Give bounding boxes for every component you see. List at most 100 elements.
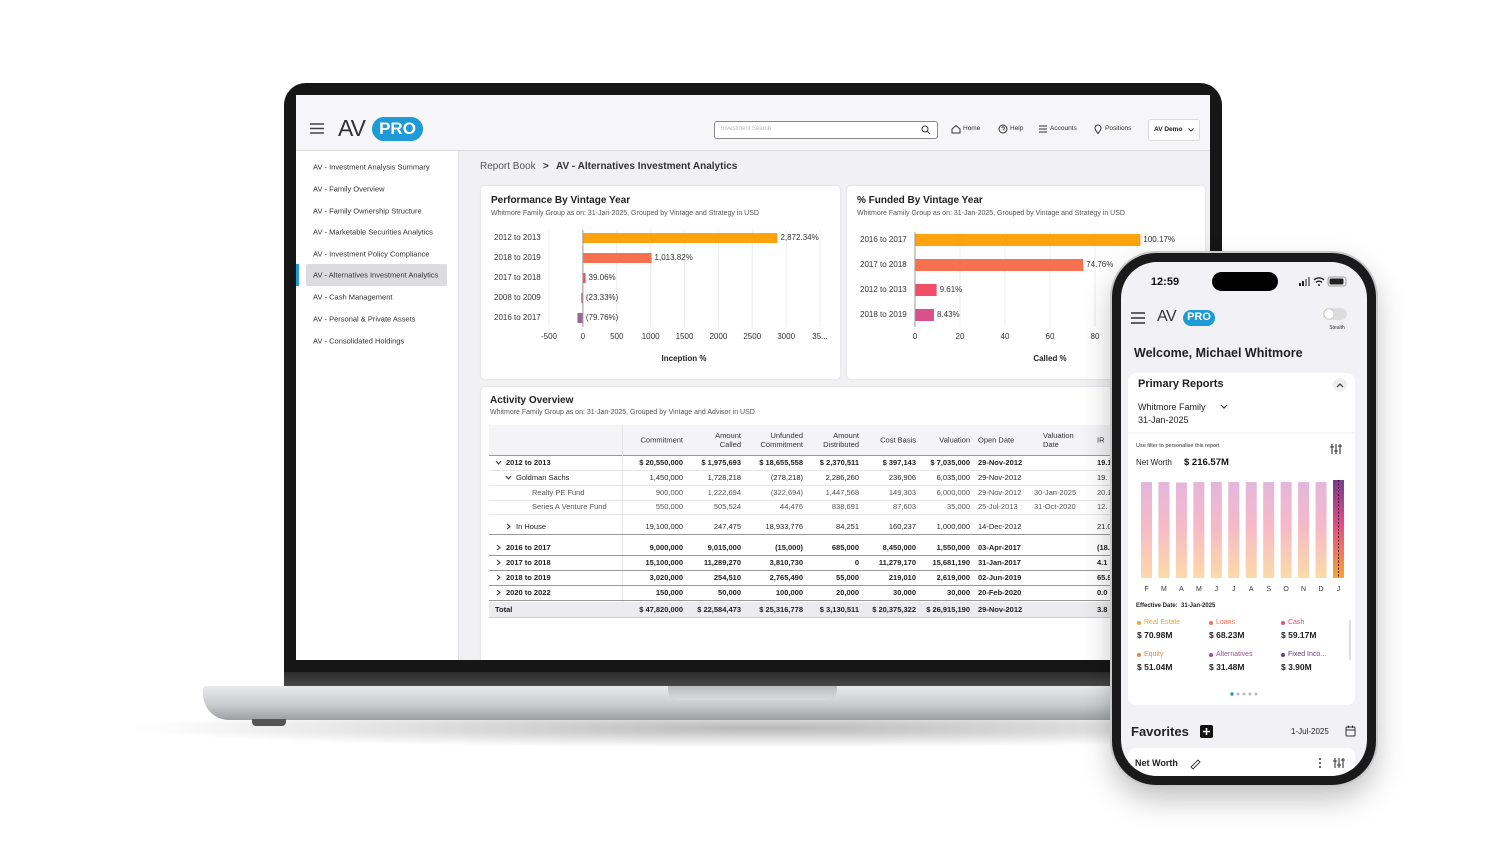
clock: 12:59 [1150, 276, 1180, 288]
sidebar-item[interactable]: AV - Personal & Private Assets [313, 314, 416, 324]
table-title: Activity Overview [490, 395, 574, 406]
table-card: Activity Overview Whitmore Family Group a… [481, 387, 1205, 660]
table-row[interactable]: 2016 to 2017 9,000,000 9,015,000 (15,000) 68… [489, 540, 1205, 556]
table-row[interactable]: 2012 to 2013 $ 20,550,000 $ 1,975,693 $ 18,… [489, 455, 1205, 471]
table-cell: (322,694) [770, 487, 803, 497]
table-row[interactable]: Goldman Sachs 1,450,000 1,728,218 (278,218)… [489, 470, 1205, 486]
chevron-right[interactable] [495, 574, 502, 581]
table-row[interactable]: 2017 to 2018 15,100,000 11,289,270 3,810,73… [489, 555, 1205, 571]
column-header[interactable]: Cost Basis [880, 435, 916, 445]
collapse-button[interactable] [1333, 378, 1347, 392]
column-header[interactable]: Amount Distributed [823, 431, 859, 449]
laptop-hinge [284, 672, 1222, 687]
chevron-right[interactable] [495, 559, 502, 566]
bar[interactable] [1263, 482, 1275, 578]
bar[interactable] [1210, 482, 1222, 578]
bar[interactable] [1175, 482, 1187, 578]
category-label: 2012 to 2013 [494, 233, 541, 242]
table-cell: 2,765,490 [769, 572, 803, 582]
chevron-right[interactable] [505, 523, 512, 530]
chevron-down[interactable] [1220, 404, 1228, 409]
bar[interactable] [1228, 482, 1240, 578]
legend-item[interactable]: Cash $ 59.17M [1281, 619, 1349, 645]
table-cell: $ 26,915,190 [926, 604, 970, 614]
bar[interactable] [1141, 482, 1152, 578]
legend-item[interactable]: Alternatives $ 31.48M [1209, 651, 1277, 677]
breadcrumb-current: AV - Alternatives Investment Analytics [556, 161, 738, 172]
column-header[interactable]: Open Date [978, 435, 1015, 445]
favorite-item[interactable]: Net Worth [1135, 758, 1178, 768]
pager[interactable] [1230, 692, 1258, 696]
chevron-right[interactable] [495, 544, 502, 551]
bar[interactable] [1315, 482, 1327, 578]
table-cell: 44,476 [780, 501, 803, 511]
sidebar-item[interactable]: AV - Family Ownership Structure [313, 206, 422, 216]
table-cell: 236,906 [888, 472, 916, 482]
sidebar-item[interactable]: AV - Family Overview [313, 184, 385, 194]
breadcrumb-parent[interactable]: Report Book [480, 161, 536, 172]
sidebar-item[interactable]: AV - Investment Policy Compliance [313, 249, 430, 259]
value-label: 2,872.34% [780, 233, 818, 242]
account-button[interactable]: AV Demo [1148, 119, 1200, 141]
table-row[interactable]: In House 19,100,000 247,475 18,933,776 84,25… [489, 519, 1205, 535]
month-label: J [1232, 586, 1236, 593]
calendar-icon[interactable] [1345, 725, 1356, 737]
table-cell: $ 3,130,511 [819, 604, 859, 614]
table-cell: 29-Nov-2012 [978, 487, 1022, 497]
bar[interactable] [1193, 482, 1205, 578]
table-cell: 30-Jan-2025 [1034, 487, 1077, 497]
metric-value: $ 216.57M [1184, 457, 1229, 468]
favorites-date[interactable]: 1-Jul-2025 [1291, 727, 1329, 736]
column-header[interactable]: Unfunded Commitment [760, 431, 803, 449]
search-box[interactable]: Investment Search [714, 121, 938, 139]
bar [915, 309, 934, 321]
month-label: A [1249, 586, 1254, 593]
column-header[interactable]: Valuation Date [1043, 431, 1074, 449]
chevron-right[interactable] [495, 589, 502, 596]
filter-icon[interactable] [1330, 444, 1342, 454]
x-tick-label: -500 [541, 332, 558, 341]
legend-name: Cash [1288, 619, 1305, 626]
sidebar-item[interactable]: AV - Investment Analysis Summary [313, 162, 430, 172]
legend-item[interactable]: Fixed Inco... $ 3.90M [1281, 651, 1349, 677]
legend-item[interactable]: Equity $ 51.04M [1137, 651, 1205, 677]
legend-name: Fixed Inco... [1288, 651, 1327, 658]
x-tick-label: 0 [913, 332, 918, 341]
sidebar-item[interactable]: AV - Cash Management [313, 292, 393, 302]
table-row[interactable]: 2020 to 2022 150,000 50,000 100,000 20,000 30… [489, 585, 1205, 601]
bar[interactable] [1280, 482, 1292, 578]
sidebar-item[interactable]: AV - Marketable Securities Analytics [313, 227, 433, 237]
legend-item[interactable]: Loans $ 68.23M [1209, 619, 1277, 645]
table-cell: 505,524 [713, 501, 741, 511]
table-cell: 30,000 [947, 587, 970, 597]
menu-icon[interactable] [1131, 312, 1145, 324]
sidebar-item[interactable]: AV - Alternatives Investment Analytics [313, 270, 439, 280]
status-icons [1299, 276, 1347, 287]
sidebar-item[interactable]: AV - Consolidated Holdings [313, 336, 405, 346]
menu-icon[interactable] [310, 123, 324, 134]
legend-name: Equity [1144, 651, 1164, 658]
bar[interactable] [1245, 482, 1257, 578]
column-header[interactable]: Amount Called [715, 431, 741, 449]
column-header[interactable]: Commitment [640, 435, 683, 445]
edit-icon[interactable] [1190, 759, 1201, 770]
row-label: Total [495, 604, 513, 614]
table-cell: 50,000 [718, 587, 741, 597]
table-row[interactable]: 2018 to 2019 3,020,000 254,510 2,765,490 55,… [489, 570, 1205, 586]
value-label: 1,013.82% [655, 253, 693, 262]
value-label: (79.76%) [586, 313, 619, 322]
table-row: Total $ 47,820,000 $ 22,584,473 $ 25,316,77… [489, 601, 1205, 618]
month-label: J [1337, 586, 1341, 593]
more-icon[interactable] [1319, 758, 1321, 768]
column-header[interactable]: Valuation [939, 435, 970, 445]
nav-icon [998, 124, 1008, 134]
filter-icon[interactable] [1333, 758, 1345, 768]
entity-selector[interactable]: Whitmore Family [1138, 402, 1206, 412]
column-header[interactable]: IR [1097, 435, 1105, 445]
legend-item[interactable]: Real Estate $ 70.98M [1137, 619, 1205, 645]
bar[interactable] [1158, 482, 1170, 578]
chevron-down[interactable] [505, 474, 512, 481]
bar[interactable] [1298, 482, 1310, 578]
chevron-down[interactable] [495, 459, 502, 466]
table-cell: 84,251 [836, 521, 859, 531]
